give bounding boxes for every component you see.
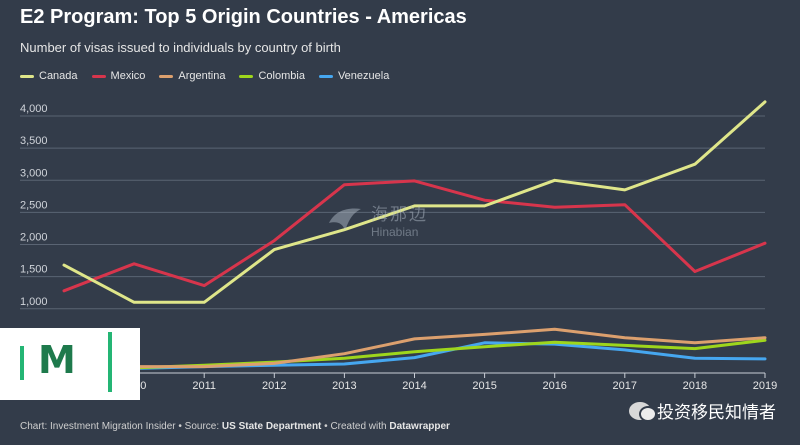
logo-bar-left xyxy=(20,346,24,380)
x-tick-label: 2018 xyxy=(683,380,707,392)
x-tick-label: 2014 xyxy=(402,380,426,392)
y-tick-label: 3,500 xyxy=(20,135,48,147)
footer-middle: • Created with xyxy=(321,421,390,432)
chart-title: E2 Program: Top 5 Origin Countries - Ame… xyxy=(20,6,467,28)
x-tick-label: 2012 xyxy=(262,380,286,392)
imi-logo: M xyxy=(0,328,140,400)
y-tick-label: 2,500 xyxy=(20,199,48,211)
y-tick-label: 2,000 xyxy=(20,232,48,244)
x-tick-label: 2016 xyxy=(542,380,566,392)
logo-letter: M xyxy=(38,338,76,382)
legend-item-canada[interactable]: Canada xyxy=(20,70,78,82)
legend-label: Venezuela xyxy=(337,70,390,82)
logo-bar-right xyxy=(108,332,112,392)
legend-swatch xyxy=(318,74,333,78)
legend-swatch xyxy=(239,74,254,78)
x-tick-label: 2013 xyxy=(332,380,356,392)
x-tick-label: 2011 xyxy=(192,380,216,392)
y-tick-label: 3,000 xyxy=(20,167,48,179)
x-tick-label: 2017 xyxy=(613,380,637,392)
footer-source[interactable]: US State Department xyxy=(221,421,322,432)
wechat-badge: 投资移民知情者 xyxy=(629,398,776,423)
legend-item-colombia[interactable]: Colombia xyxy=(239,70,305,82)
series-line-canada xyxy=(62,100,767,304)
x-tick-label: 2015 xyxy=(472,380,496,392)
wechat-label: 投资移民知情者 xyxy=(657,403,776,422)
legend-item-argentina[interactable]: Argentina xyxy=(159,70,225,82)
legend-label: Mexico xyxy=(110,70,146,82)
legend-label: Canada xyxy=(39,70,78,82)
legend-swatch xyxy=(91,74,106,78)
y-tick-label: 4,000 xyxy=(20,103,48,115)
watermark: 海那边 Hinabian xyxy=(325,200,428,239)
watermark-chinese: 海那边 xyxy=(371,205,428,224)
footer-tool[interactable]: Datawrapper xyxy=(389,421,450,432)
watermark-english: Hinabian xyxy=(371,225,419,239)
legend-label: Argentina xyxy=(178,70,226,82)
x-tick-label: 2019 xyxy=(753,380,777,392)
y-tick-label: 1,000 xyxy=(20,296,48,308)
chart-subtitle: Number of visas issued to individuals by… xyxy=(20,40,341,55)
series-line-argentina xyxy=(62,327,767,369)
legend-swatch xyxy=(159,74,174,78)
legend: Canada Mexico Argentina Colombia Venezuela xyxy=(20,70,389,82)
y-tick-label: 1,500 xyxy=(20,264,48,276)
legend-label: Colombia xyxy=(258,70,305,82)
chart-footer: Chart: Investment Migration Insider • So… xyxy=(20,421,450,432)
hinabian-bird-icon xyxy=(329,208,361,231)
series-line-mexico xyxy=(62,179,767,293)
legend-item-mexico[interactable]: Mexico xyxy=(91,70,146,82)
footer-prefix: Chart: Investment Migration Insider • So… xyxy=(20,421,222,432)
legend-item-venezuela[interactable]: Venezuela xyxy=(318,70,390,82)
legend-swatch xyxy=(20,74,34,78)
wechat-icon xyxy=(629,401,657,422)
